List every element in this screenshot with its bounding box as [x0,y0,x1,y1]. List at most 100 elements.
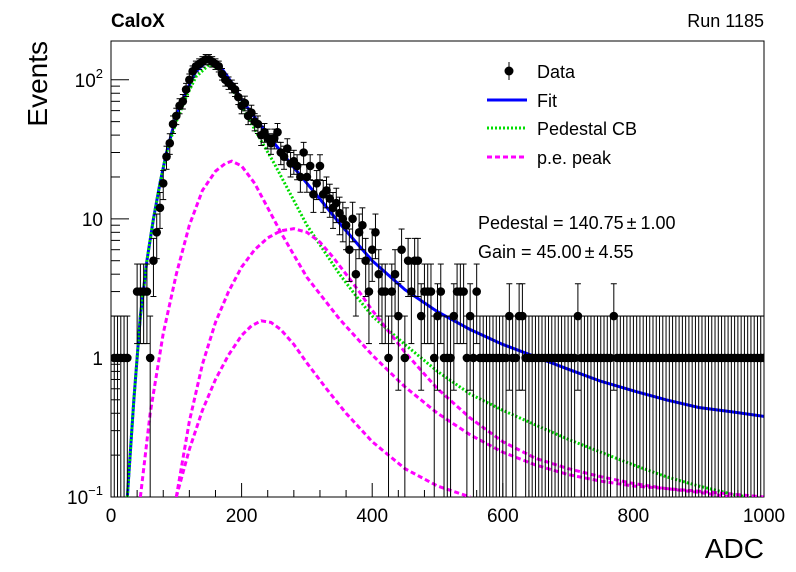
data-marker [325,194,335,203]
data-marker [123,353,132,363]
data-point [178,93,188,110]
annotation-pedestal: Pedestal = 140.75 ±1.00 [478,213,676,233]
data-point [322,176,331,209]
data-point [367,228,377,282]
data-marker [234,92,243,102]
curve-p-e-peak-3 [174,319,471,497]
data-marker [358,220,367,230]
data-point [505,283,514,391]
x-tick-label: 1000 [743,506,785,527]
y-tick-label: 10 [82,210,103,231]
data-marker [158,179,168,188]
data-marker [273,127,282,137]
data-point [469,315,478,497]
data-marker [397,245,406,254]
data-marker [230,85,240,94]
data-point [609,283,619,391]
legend: Data Fit Pedestal CB p.e. peak [487,62,637,168]
data-point [302,164,312,193]
data-point [145,315,155,497]
data-point [449,283,459,391]
data-point [348,201,357,243]
data-marker [465,311,475,321]
data-marker [462,353,472,363]
x-tick-label: 0 [106,506,117,527]
curve-p-e-peak-1 [138,159,764,497]
experiment-title: CaloX [111,11,165,32]
data-marker [178,97,188,106]
data-marker [446,353,455,363]
data-marker [315,161,325,171]
fit-annotations: Pedestal = 140.75 ±1.00 Gain = 45.00 ±4.55 [478,213,676,262]
data-point [759,315,764,497]
legend-item-fit: Fit [487,91,557,111]
data-marker [302,172,312,182]
x-tick-label: 800 [618,506,650,527]
plot-frame [110,40,765,498]
annotation-gain-pm: ± [585,242,595,262]
y-tick-label: 10−1 [67,483,103,509]
data-marker [309,190,318,199]
annotation-gain: Gain = 45.00 ±4.55 [478,242,634,262]
data-point [459,263,468,345]
data-marker [371,228,380,237]
data-point [433,283,442,391]
x-tick-label: 400 [356,506,388,527]
data-point [325,183,335,218]
data-point [155,192,165,229]
legend-item-pedestal: Pedestal CB [487,119,637,139]
data-marker [296,172,305,182]
data-point [142,263,152,345]
annotation-pedestal-err: 1.00 [641,213,676,233]
data-point [345,228,354,282]
data-point [413,237,423,298]
data-marker [413,256,423,266]
data-marker [511,353,521,363]
data-marker [436,287,446,296]
data-marker [472,287,481,296]
data-point [247,104,256,122]
data-marker [570,353,579,363]
x-tick-label: 200 [226,506,258,527]
axes: 0 200 400 600 800 1000 10−1 1 10 102 [67,66,785,527]
data-point [123,315,132,497]
data-point [573,283,583,391]
data-marker [351,269,361,279]
data-marker [433,311,442,321]
data-marker [367,245,377,254]
data-point [158,170,168,201]
data-marker [606,353,615,363]
data-marker [426,287,436,296]
data-marker [312,179,321,188]
data-point [374,249,384,317]
data-marker [240,98,250,108]
data-marker [505,311,514,321]
data-point [371,213,380,260]
run-label: Run 1185 [687,11,764,31]
data-point [341,207,351,251]
data-marker [407,287,416,296]
annotation-gain-err: 4.55 [598,242,633,262]
legend-fit-label: Fit [537,91,557,111]
data-marker [469,353,478,363]
legend-item-data: Data [504,62,576,82]
data-point [312,170,321,201]
data-marker [142,287,152,296]
data-point [361,237,370,298]
data-marker [429,353,439,363]
data-point [299,141,308,166]
data-point [426,263,436,345]
legend-data-marker [504,66,514,76]
data-point [331,187,341,224]
data-point [397,228,406,282]
annotation-gain-value: Gain = 45.00 [478,242,582,262]
data-marker [331,198,341,208]
data-marker [459,287,468,296]
data-marker [168,119,178,129]
data-point [403,237,413,298]
y-tick-label: 1 [92,349,103,370]
data-marker [384,353,393,363]
data-marker [181,85,191,94]
data-point [354,213,364,260]
data-marker [152,228,162,237]
